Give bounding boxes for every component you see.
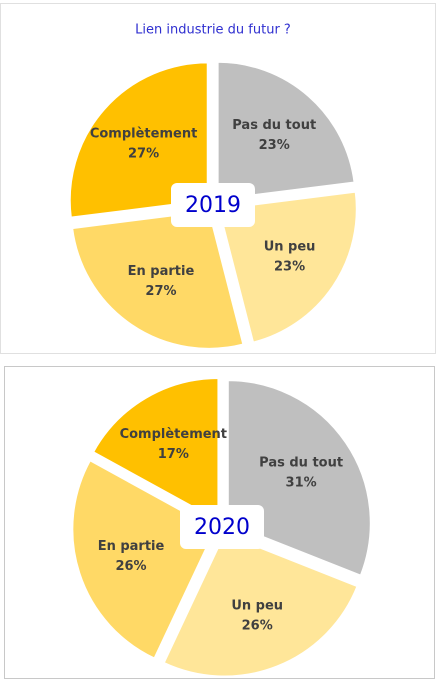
slice-value: 27% — [128, 146, 159, 161]
pie-slice — [71, 458, 217, 660]
slice-category: Complètement — [120, 427, 227, 442]
slice-category: En partie — [98, 539, 165, 554]
slice-category: En partie — [128, 264, 195, 279]
slice-value: 26% — [115, 559, 146, 574]
year-label: 2020 — [194, 515, 250, 540]
slice-value: 17% — [158, 447, 189, 462]
slice-value: 31% — [286, 476, 317, 491]
pie-slice — [216, 60, 356, 201]
slice-category: Pas du tout — [259, 456, 343, 471]
pie-slice — [68, 61, 209, 219]
year-label: 2019 — [185, 193, 241, 218]
year-box — [171, 183, 255, 227]
slice-value: 27% — [145, 284, 176, 299]
year-box — [180, 505, 264, 549]
pie-slice — [162, 532, 359, 678]
slice-value: 23% — [274, 260, 305, 275]
pie-slice — [217, 190, 358, 344]
chart-title: Lien industrie du futur ? — [135, 23, 291, 38]
slice-category: Un peu — [264, 240, 316, 255]
slice-value: 23% — [259, 138, 290, 153]
slice-category: Pas du tout — [232, 118, 316, 133]
slice-value: 26% — [242, 618, 273, 633]
pie-slice — [71, 209, 245, 350]
slice-category: Un peu — [231, 598, 283, 613]
slice-category: Complètement — [90, 126, 197, 141]
pie-slice — [91, 376, 220, 523]
